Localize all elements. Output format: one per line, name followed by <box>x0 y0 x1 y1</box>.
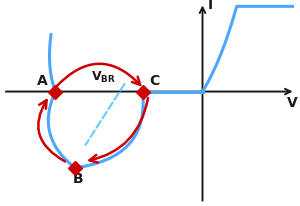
Text: A: A <box>37 74 47 88</box>
Text: B: B <box>73 172 83 186</box>
Text: I: I <box>207 0 213 12</box>
Text: V: V <box>287 96 298 110</box>
Text: $\mathbf{V_{BR}}$: $\mathbf{V_{BR}}$ <box>91 70 116 85</box>
Text: C: C <box>149 74 160 88</box>
